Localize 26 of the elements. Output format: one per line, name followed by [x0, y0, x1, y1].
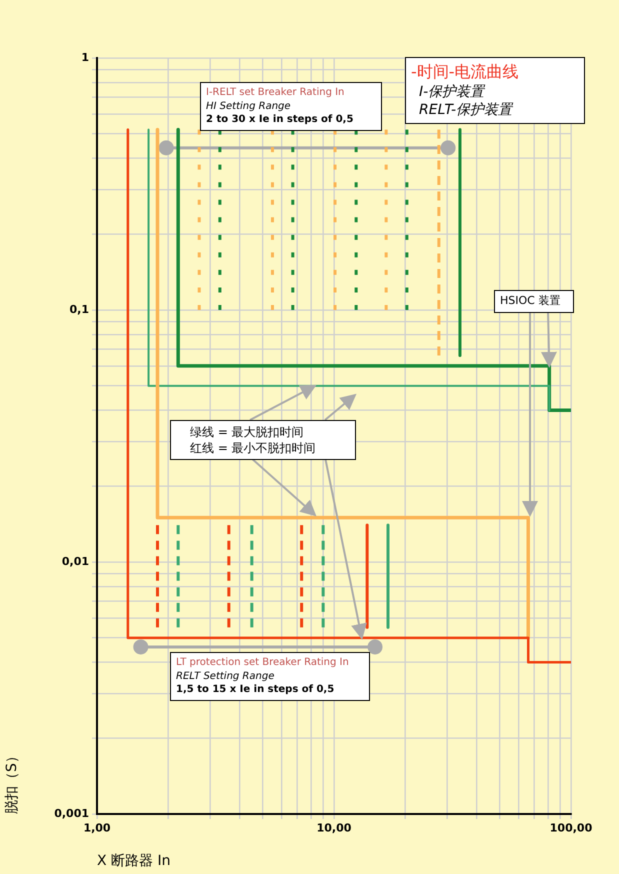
annotation: RELT-保护装置 — [418, 101, 514, 120]
y-tick-label: 1 — [81, 50, 89, 64]
annotation: 绿线 = 最大脱扣时间 — [189, 424, 305, 440]
x-tick-label: 1,00 — [83, 821, 111, 834]
annotation: LT protection set Breaker Rating In — [176, 656, 350, 670]
annotation: HI Setting Range — [206, 100, 292, 113]
text-box: LT protection set Breaker Rating In RELT Setting Range 1,5 to 15 x Ie in steps of 0,5 — [170, 652, 370, 700]
text-box: I-RELT set Breaker Rating In HI Setting Range 2 to 30 x Ie in steps of 0,5 — [200, 82, 382, 130]
y-tick-label: 0,01 — [62, 554, 89, 568]
annotation: 1,5 to 15 x Ie in steps of 0,5 — [176, 683, 336, 696]
annotation: 红线 = 最小不脱扣时间 — [189, 440, 317, 456]
y-axis-title: 脱扣（S） — [4, 749, 20, 814]
chart-title: -时间-电流曲线 — [411, 61, 520, 83]
annotation: I-保护装置 — [418, 82, 486, 102]
y-tick-label: 0,001 — [54, 806, 89, 820]
x-tick-label: 100,00 — [550, 821, 593, 834]
text-box: 绿线 = 最大脱扣时间 红线 = 最小不脱扣时间 — [170, 420, 356, 460]
x-tick-label: 10,00 — [316, 821, 352, 834]
y-tick-label: 0,1 — [70, 302, 89, 316]
annotation: RELT Setting Range — [176, 670, 276, 683]
text-box: -时间-电流曲线 I-保护装置 RELT-保护装置 — [405, 57, 585, 124]
x-axis-title: X 断路器 In — [97, 853, 170, 870]
text-box: HSIOC 装置 — [494, 290, 574, 313]
annotation: HSIOC 装置 — [500, 294, 562, 309]
annotation: I-RELT set Breaker Rating In — [206, 86, 346, 100]
annotation: 2 to 30 x Ie in steps of 0,5 — [206, 113, 354, 126]
